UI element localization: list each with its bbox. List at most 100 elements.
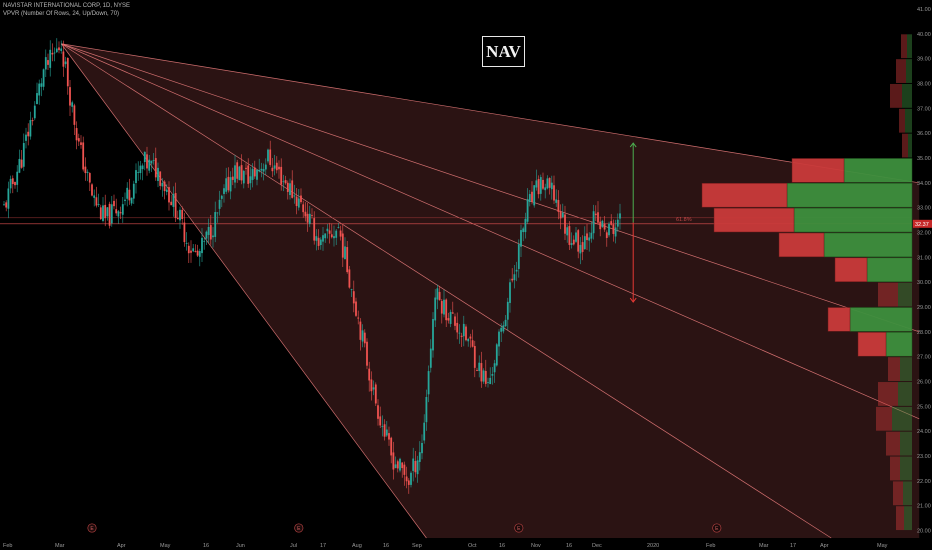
candle-body [601,220,604,228]
candle-body [577,230,580,252]
candle-body [471,340,474,347]
vp-up-bar-4 [908,133,912,158]
candle-body [49,49,52,68]
candle-body [249,176,252,184]
candle-body [135,170,137,184]
earnings-marker-label: E [715,526,719,532]
projection-arrows [629,142,637,303]
candle-body [469,336,472,339]
candle-body [456,322,459,333]
candle-body [339,230,342,237]
candle-body [82,142,85,170]
vp-up-bar-6 [786,183,913,208]
price-axis-tick: 21.00 [917,504,931,510]
candle-body [317,237,320,246]
candle-body [297,198,300,208]
candle-body [388,433,390,440]
candle-body [372,387,375,390]
candle-body [58,47,60,51]
time-axis-tick: Jun [236,543,245,549]
time-axis-tick: 2020 [647,543,659,549]
candle-body [187,245,190,254]
candle-body [363,332,366,344]
vp-up-bar-3 [905,108,912,133]
candle-body [132,183,135,199]
candle-body [561,212,564,218]
candle-body [319,239,322,246]
vp-down-bar-11 [827,307,851,332]
candle-body [322,235,324,242]
price-axis-tick: 29.00 [917,305,931,311]
candle-body [205,231,208,239]
candle-body [352,291,355,304]
candle-body [91,184,93,196]
candle-body [201,237,203,254]
time-axis-tick: Aug [352,543,362,549]
earnings-marker-4 [712,523,722,533]
candle-body [64,61,67,65]
candle-body [86,171,89,173]
price-axis[interactable]: 41.00 40.00 39.00 38.00 37.00 36.00 35.00 34.00… [917,7,931,535]
candle-body [566,227,569,236]
vp-down-bar-3 [899,108,905,133]
candle-body [608,223,610,236]
candle-body [504,319,507,327]
price-axis-tick: 22.00 [917,479,931,485]
candle-body [216,212,219,214]
time-axis-tick: 16 [383,543,389,549]
candle-body [553,185,555,201]
time-axis[interactable]: Feb Mar Apr May 16 Jun Jul 17 Aug 16 Sep Oct 16 Nov 16… [3,543,888,549]
candle-body [533,185,536,206]
candle-body [315,236,318,241]
candle-body [344,246,346,260]
vp-down-bar-1 [896,59,906,83]
vp-up-bar-14 [898,382,912,406]
current-price-value: 32.37 [915,222,929,228]
vp-up-bar-2 [902,83,912,108]
candle-body [227,176,230,191]
candle-body [139,165,142,174]
candle-body [491,373,494,376]
price-axis-tick: 26.00 [917,380,931,386]
time-axis-tick: Dec [592,543,602,549]
vp-up-bar-13 [900,357,912,382]
candle-body [38,83,41,96]
candle-body [614,227,617,237]
candle-body [271,167,274,172]
vp-down-bar-7 [713,207,795,233]
vp-down-bar-5 [791,158,845,183]
candle-body [212,235,214,238]
candle-body [192,248,195,252]
candle-body [185,242,188,244]
candle-body [568,226,571,245]
candle-body [51,52,54,55]
candle-body [163,181,166,192]
ticker-label-box: NAV [482,36,525,67]
candle-body [242,170,245,184]
vp-up-bar-1 [906,59,912,83]
candle-body [258,169,261,172]
price-axis-tick: 35.00 [917,156,931,162]
candle-body [29,120,32,137]
candle-body [432,319,434,351]
vp-up-bar-5 [843,158,913,183]
candle-body [280,166,283,185]
candle-body [379,416,382,426]
candle-body [25,134,27,141]
candle-body [240,165,243,181]
candle-body [148,159,151,171]
candle-body [418,452,421,462]
candle-body [460,335,463,337]
vp-down-bar-0 [901,34,907,59]
candle-body [535,180,538,188]
candle-body [183,222,186,243]
candle-body [513,274,516,281]
candlesticks [3,38,621,494]
candle-body [619,213,621,219]
candle-body [247,165,250,184]
current-price-tag-bg [913,219,932,228]
fan-ray-5 [60,43,427,539]
candle-body [559,211,562,219]
